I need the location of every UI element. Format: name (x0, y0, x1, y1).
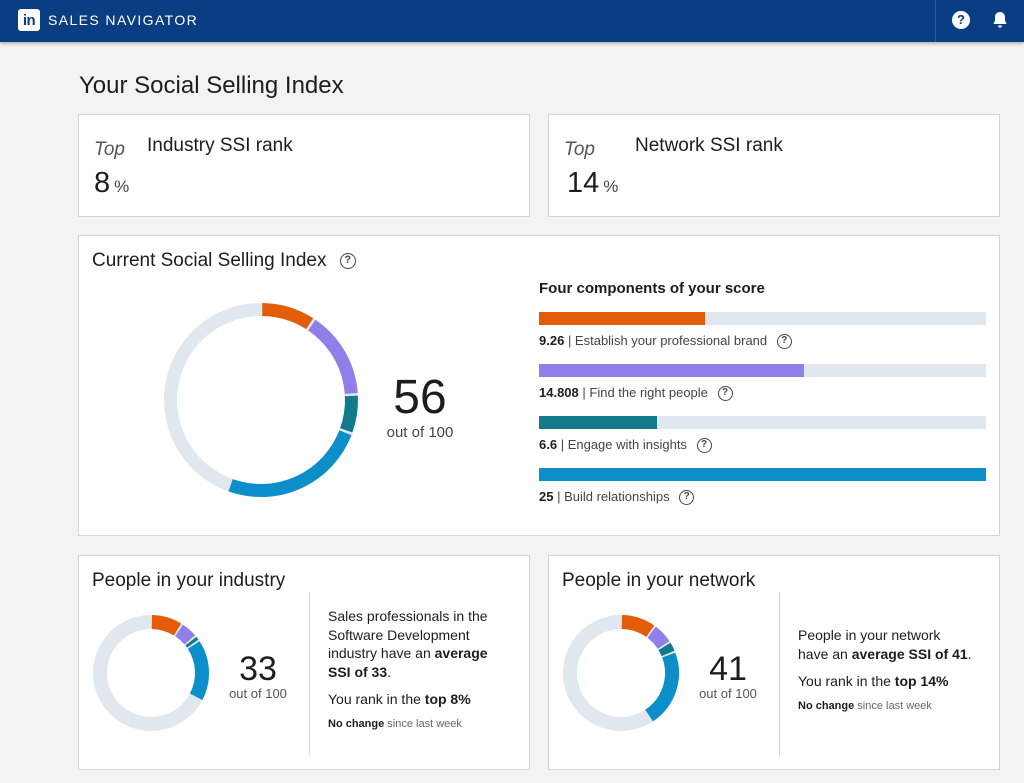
industry-title: People in your industry (92, 570, 286, 591)
component-bar-people (539, 364, 986, 377)
component-label-brand: 9.26 | Establish your professional brand… (539, 333, 792, 350)
bell-icon[interactable] (990, 10, 1010, 30)
industry-change-text: No change since last week (328, 718, 462, 730)
ssi-donut-chart (164, 303, 358, 497)
current-ssi-title: Current Social Selling Index ? (92, 250, 356, 272)
component-label-relationships: 25 | Build relationships ? (539, 489, 695, 506)
ssi-score-sub: out of 100 (386, 424, 454, 441)
ssi-score-value: 56 (393, 371, 447, 424)
donut-segment-2 (340, 395, 358, 433)
industry-rank-title: Industry SSI rank (147, 135, 293, 156)
network-card: People in your network 41 out of 100 Peo… (548, 555, 1000, 770)
donut-segment-2 (185, 636, 199, 648)
donut-segment-0 (261, 303, 314, 330)
question-circle-icon[interactable]: ? (717, 386, 733, 402)
network-donut-chart (563, 615, 679, 731)
donut-segment-0 (151, 615, 182, 636)
industry-score: 33 out of 100 (221, 652, 295, 701)
industry-rank-prefix: Top (94, 139, 125, 160)
question-circle-icon[interactable]: ? (679, 490, 695, 506)
network-description: People in your network have an average S… (798, 627, 972, 662)
donut-segment-1 (175, 624, 196, 645)
toolbar-divider (935, 0, 936, 42)
network-score-value: 41 (709, 650, 747, 688)
industry-score-sub: out of 100 (229, 686, 287, 701)
network-score-sub: out of 100 (699, 686, 757, 701)
component-bar-insights (539, 416, 986, 429)
ssi-score: 56 out of 100 (379, 371, 461, 442)
component-bar-relationships (539, 468, 986, 481)
help-icon[interactable]: ? (952, 11, 970, 29)
donut-segment-3 (187, 641, 209, 701)
industry-rank-text: You rank in the top 8% (328, 691, 471, 707)
current-ssi-card: Current Social Selling Index ? 56 out of… (78, 235, 1000, 536)
donut-segment-1 (647, 626, 670, 650)
network-rank-text: You rank in the top 14% (798, 673, 949, 689)
component-bar-fill (539, 364, 804, 377)
component-bar-fill (539, 312, 705, 325)
industry-description: Sales professionals in the Software Deve… (328, 608, 488, 680)
linkedin-logo[interactable]: in (18, 9, 40, 31)
donut-segment-0 (621, 615, 655, 638)
network-rank-prefix: Top (564, 139, 595, 160)
component-label-people: 14.808 | Find the right people ? (539, 385, 733, 402)
network-divider (779, 592, 780, 756)
industry-rank-card: Top Industry SSI rank 8% (78, 114, 530, 217)
component-bar-fill (539, 416, 657, 429)
network-rank-value: 14% (567, 167, 619, 199)
app-brand-name[interactable]: SALES NAVIGATOR (48, 12, 199, 28)
network-rank-card: Top Network SSI rank 14% (548, 114, 1000, 217)
component-bar-brand (539, 312, 986, 325)
industry-divider (309, 592, 310, 756)
network-rank-title: Network SSI rank (635, 135, 783, 156)
industry-score-value: 33 (239, 650, 277, 688)
industry-rank-value: 8% (94, 167, 130, 199)
question-circle-icon[interactable]: ? (776, 334, 792, 350)
industry-card: People in your industry 33 out of 100 Sa… (78, 555, 530, 770)
question-circle-icon[interactable]: ? (339, 252, 356, 269)
donut-segment-2 (658, 642, 675, 657)
top-navigation-bar: in SALES NAVIGATOR ? (0, 0, 1024, 42)
network-score: 41 out of 100 (691, 652, 765, 701)
component-bar-fill (539, 468, 986, 481)
component-label-insights: 6.6 | Engage with insights ? (539, 437, 712, 454)
network-change-text: No change since last week (798, 700, 932, 712)
donut-segment-3 (644, 652, 679, 722)
donut-segment-1 (307, 319, 358, 395)
page-title: Your Social Selling Index (79, 72, 344, 99)
components-title: Four components of your score (539, 280, 765, 297)
network-title: People in your network (562, 570, 756, 591)
industry-donut-chart (93, 615, 209, 731)
donut-segment-3 (228, 430, 352, 497)
question-circle-icon[interactable]: ? (696, 438, 712, 454)
